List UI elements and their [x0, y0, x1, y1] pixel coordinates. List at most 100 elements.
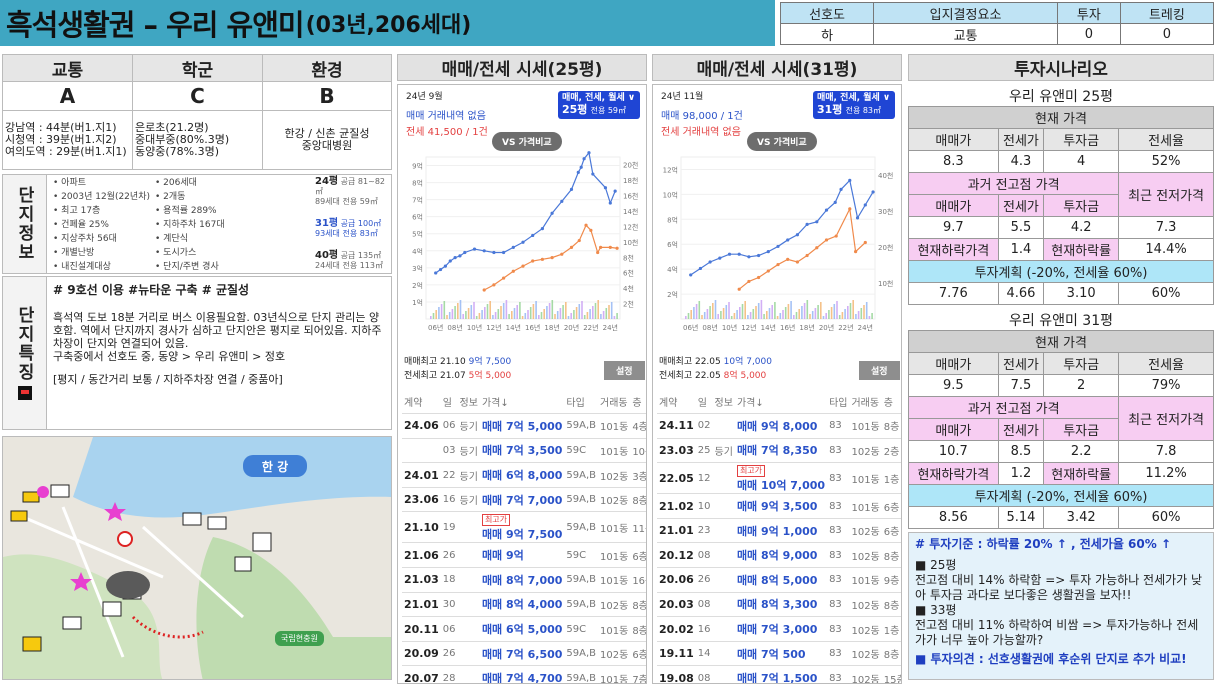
cell-text: 매매 8억 4,000 — [481, 598, 563, 612]
chart25-type-select[interactable]: 매매, 전세, 월세 ∨ 25평 전용 59㎡ — [558, 91, 640, 119]
table-row[interactable]: 21.02 10 매매 9억 3,500 83 101동 6층 — [657, 493, 901, 519]
table-cell: 102동 — [849, 542, 882, 569]
vs-compare-button[interactable]: VS 가격비교 — [747, 132, 817, 151]
table-row[interactable]: 19.11 14 매매 7억 500 83 102동 8층 — [657, 641, 901, 667]
table-cell: 102동 — [849, 438, 882, 464]
cell-text: 102동 — [851, 551, 880, 563]
table-row[interactable]: 21.01 30 매매 8억 4,000 59A,B 102동 8층 — [402, 592, 646, 618]
table-row[interactable]: 22.05 12 최고가 매매 10억 7,000 83 101동 1층 — [657, 462, 901, 495]
value-cell: 7.76 — [908, 282, 999, 305]
cell-text: 매매 7억 500 — [736, 647, 806, 661]
table-row[interactable]: 24.11 02 매매 9억 8,000 83 101동 8층 — [657, 413, 901, 439]
detail-line: 한강 / 신촌 균질성 — [284, 126, 370, 140]
volume-bar — [814, 308, 817, 319]
y-tick-label: 12억 — [663, 166, 678, 174]
volume-bar — [524, 313, 527, 319]
chart31-settings-button[interactable]: 설정 — [859, 361, 900, 380]
vs-compare-button[interactable]: VS 가격비교 — [492, 132, 562, 151]
volume-bar — [736, 310, 738, 319]
table-cell: 101동 — [598, 567, 631, 593]
value-cell: 4.66 — [997, 282, 1045, 305]
table-row[interactable]: 23.03 25 등기 매매 7억 8,350 83 102동 2층 — [657, 438, 901, 464]
table-cell: 14 — [695, 641, 713, 667]
cell-text: 매매 10억 7,000 — [736, 479, 826, 493]
table-cell: 59A,B — [564, 641, 599, 667]
table-cell: 08 — [695, 665, 713, 683]
table-row[interactable]: 21.06 26 매매 9억 59C 101동 6층 — [402, 542, 647, 569]
sale-point — [550, 211, 554, 215]
table-row[interactable]: 20.06 26 매매 8억 5,000 83 101동 9층 — [657, 567, 901, 593]
plan-label: 투자계획 (-20%, 전세율 60%) — [908, 260, 1214, 283]
drop-label: 현재하락가격 — [908, 462, 999, 485]
cell-text: 23.03 — [659, 443, 694, 457]
table-row[interactable]: 24.06 06 등기 매매 7억 5,000 59A,B 101동 4층 — [402, 413, 646, 439]
cell-text: 8층 — [883, 551, 900, 563]
volume-bar — [430, 316, 432, 319]
cell-text: 6층 — [632, 551, 647, 563]
y-tick-label: 5억 — [412, 231, 423, 239]
col-label: 매매가 — [908, 128, 999, 151]
table-row[interactable]: 24.01 22 등기 매매 6억 8,000 59A,B 102동 3층 — [402, 462, 646, 488]
table-cell — [712, 413, 735, 439]
cell-text: 83 — [829, 549, 842, 561]
table-cell: 102동 — [849, 616, 882, 642]
cell-text: 102동 — [600, 650, 629, 662]
cell-text: 101동 — [600, 551, 629, 563]
table-row[interactable]: 20.09 26 매매 7억 6,500 59A,B 102동 6층 — [402, 641, 646, 667]
table-cell: 102동 — [598, 487, 631, 513]
col-header: 거래동 — [598, 389, 631, 415]
table-cell: 59C — [564, 542, 599, 569]
table-row[interactable]: 21.01 23 매매 9억 1,000 83 102동 6층 — [657, 518, 901, 544]
table-cell: 83 — [827, 542, 850, 569]
cell-text: 16 — [442, 494, 456, 506]
info-item: 아파트 — [61, 178, 87, 188]
y-tick-label: 2억 — [412, 282, 423, 290]
rent-point — [615, 246, 619, 250]
cell-text: 19 — [442, 521, 456, 533]
volume-bar — [602, 311, 605, 319]
grade-value: B — [262, 81, 392, 111]
grades-table: 교통 학군 환경 A C B 강남역 : 44분(버1.지1) 시청역 : 39… — [2, 53, 392, 171]
cell-text: 59C — [566, 623, 587, 635]
table-row[interactable]: 20.03 08 매매 8억 3,300 83 102동 8층 — [657, 592, 901, 618]
table-row[interactable]: 20.02 16 매매 7억 3,000 83 102동 1층 — [657, 616, 901, 642]
sale-point — [871, 190, 875, 194]
table-cell — [457, 542, 480, 569]
volume-bar — [806, 300, 809, 319]
chart31-type-select[interactable]: 매매, 전세, 월세 ∨ 31평 전용 83㎡ — [813, 91, 895, 119]
table-cell: 등기 — [457, 438, 480, 464]
cell-text: 1층 — [883, 625, 900, 637]
table-cell — [712, 616, 735, 642]
volume-bar — [492, 315, 494, 319]
page-title: 흑석생활권 – 우리 유앤미 — [6, 8, 305, 42]
volume-bar — [559, 308, 562, 319]
sale-point — [582, 157, 586, 161]
cell-text: 매매 7억 5,000 — [481, 419, 563, 433]
chart25-settings-button[interactable]: 설정 — [604, 361, 645, 380]
map[interactable]: 한 강 국립현충원 — [2, 436, 392, 680]
table-row[interactable]: 20.12 08 매매 8억 9,000 83 102동 8층 — [657, 542, 901, 569]
volume-bar — [546, 306, 548, 319]
table-row[interactable]: 20.07 28 매매 7억 4,700 59A,B 101동 7층 — [402, 665, 646, 683]
table-row[interactable]: 20.11 06 매매 6억 5,000 59C 101동 8층 — [402, 616, 646, 642]
rent-point — [521, 264, 525, 268]
cell-text: 19.08 — [659, 671, 694, 684]
volume-bar — [457, 303, 459, 319]
table-cell: 6층 — [881, 493, 901, 519]
sale-point — [579, 165, 583, 169]
cell-text: 02 — [697, 420, 711, 432]
volume-bar — [717, 314, 719, 319]
col-header: 정보 — [712, 389, 735, 415]
volume-bar — [803, 303, 806, 319]
table-cell: 4층 — [630, 413, 646, 439]
table-row[interactable]: 23.06 16 등기 매매 7억 7,000 59A,B 102동 8층 — [402, 487, 646, 513]
cell-text: 102동 — [851, 674, 880, 684]
table-cell: 101동 — [849, 567, 882, 593]
cell-text: 매매 7억 1,500 — [736, 672, 818, 684]
volume-bar — [527, 310, 529, 319]
cell-text: 14 — [697, 648, 711, 660]
